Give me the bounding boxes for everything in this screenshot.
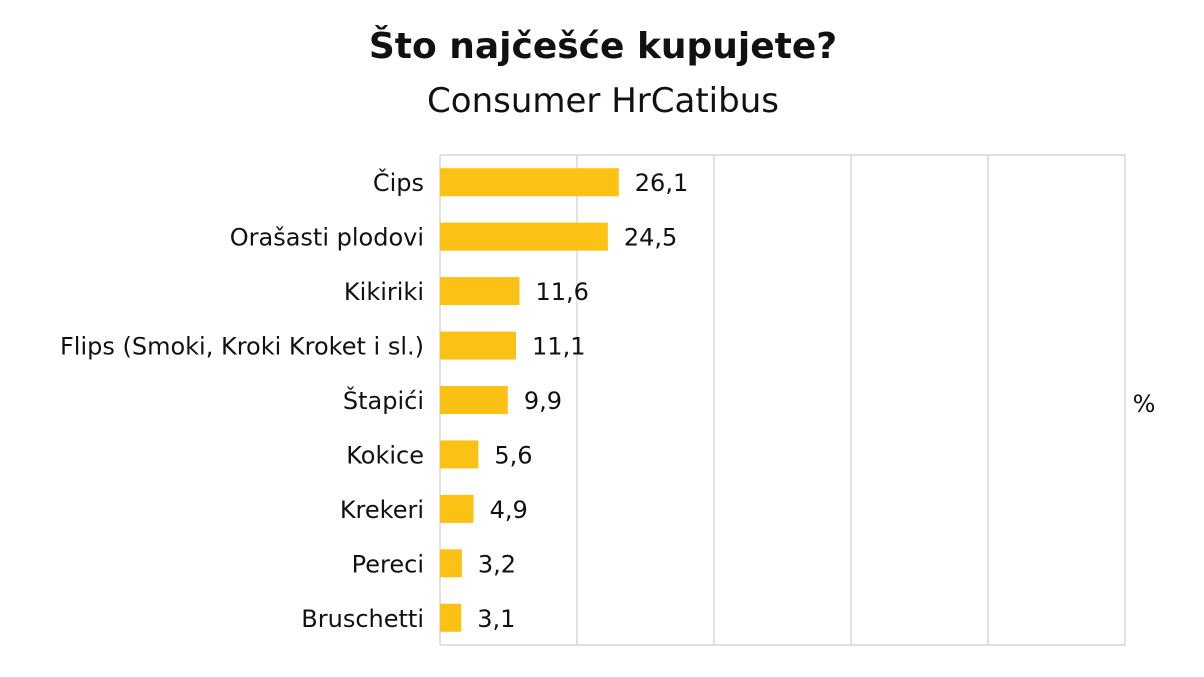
- chart-subtitle: Consumer HrCatibus: [427, 81, 779, 121]
- category-label: Bruschetti: [301, 605, 424, 633]
- bar: [440, 386, 508, 414]
- value-label: 3,1: [477, 605, 515, 633]
- bar: [440, 494, 474, 523]
- category-label: Orašasti plodovi: [230, 224, 424, 252]
- bar: [440, 549, 462, 578]
- category-label: Krekeri: [340, 496, 424, 524]
- category-label: Kikiriki: [344, 278, 424, 306]
- bar: [440, 440, 479, 469]
- category-label: Pereci: [352, 550, 424, 578]
- bar: [440, 603, 462, 632]
- value-label: 9,9: [524, 387, 562, 415]
- value-label: 4,9: [490, 496, 528, 524]
- chart-title: Što najčešće kupujete?: [369, 25, 837, 67]
- bar: [440, 331, 517, 360]
- bar: [440, 222, 608, 251]
- value-label: 11,1: [532, 333, 585, 361]
- category-label: Čips: [373, 167, 424, 197]
- category-label: Štapići: [343, 385, 424, 415]
- value-label: 5,6: [494, 441, 532, 469]
- value-label: 11,6: [535, 278, 588, 306]
- value-labels: 26,1 24,5 11,6 11,1 9,9 5,6 4,9 3,2 3,1: [477, 169, 688, 633]
- bar: [440, 277, 520, 306]
- value-label: 24,5: [624, 224, 677, 252]
- bar: [440, 168, 619, 197]
- value-label: 3,2: [478, 550, 516, 578]
- bars: [440, 168, 619, 632]
- category-label: Kokice: [346, 441, 424, 469]
- unit-label: %: [1133, 390, 1156, 418]
- category-labels: Čips Orašasti plodovi Kikiriki Flips (Smoki…: [60, 167, 424, 633]
- value-label: 26,1: [635, 169, 688, 197]
- category-label: Flips (Smoki, Kroki Kroket i sl.): [60, 333, 424, 361]
